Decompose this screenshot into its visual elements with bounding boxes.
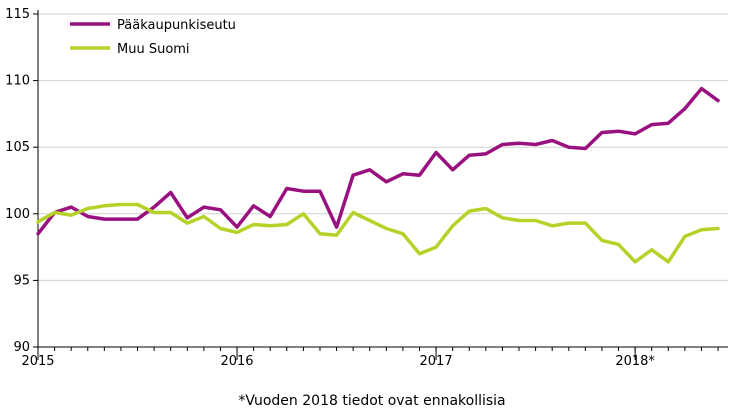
legend-label-2: Muu Suomi [117, 42, 190, 57]
x-tick-label: 2017 [420, 354, 453, 369]
axes [33, 10, 728, 360]
y-tick-label: 110 [5, 74, 30, 89]
legend-label-1: Pääkaupunkiseutu [117, 18, 236, 33]
x-tick-labels: 2015 2016 2017 2018* [21, 354, 655, 369]
legend: Pääkaupunkiseutu Muu Suomi [70, 18, 236, 57]
y-tick-label: 90 [13, 340, 30, 355]
series-line-1 [36, 86, 720, 236]
y-tick-label: 95 [13, 273, 30, 288]
y-tick-label: 115 [5, 7, 30, 22]
y-tick-label: 100 [5, 207, 30, 222]
x-tick-label: 2016 [220, 354, 253, 369]
series-lines [36, 86, 720, 264]
chart-footnote: *Vuoden 2018 tiedot ovat ennakollisia [238, 393, 506, 409]
x-tick-label: 2018* [615, 354, 655, 369]
y-tick-label: 105 [5, 140, 30, 155]
series-line-2 [36, 202, 720, 264]
x-tick-label: 2015 [21, 354, 54, 369]
y-tick-labels: 90 95 100 105 110 115 [5, 7, 30, 355]
